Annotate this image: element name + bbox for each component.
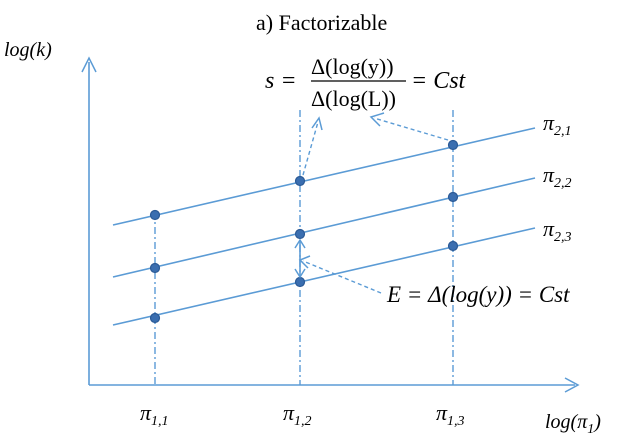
point-pi23-2 — [294, 276, 306, 288]
pointer-slope-to-point — [302, 121, 319, 176]
point-pi23-3 — [447, 240, 459, 252]
slope-formula-numerator: Δ(log(y)) — [311, 54, 394, 79]
x-tick-label-1: π1,1 — [140, 400, 169, 429]
slope-formula: s = Δ(log(y)) Δ(log(L)) = Cst — [265, 54, 467, 111]
slope-formula-lhs: s = — [265, 68, 297, 94]
pointer-e-arrowhead — [298, 255, 311, 269]
series-line-pi21 — [112, 127, 536, 226]
pointer-point-to-formula — [373, 117, 449, 141]
y-axis-arrowhead — [81, 56, 97, 73]
slope-formula-denominator: Δ(log(L)) — [311, 86, 396, 111]
point-pi22-1 — [149, 262, 161, 274]
pointer-e-formula — [302, 260, 382, 294]
point-pi21-1 — [149, 209, 161, 221]
x-axis-arrowhead — [564, 377, 580, 393]
gap-arrowhead-bottom — [294, 268, 306, 279]
elasticity-formula: E = Δ(log(y)) = Cst — [386, 282, 570, 307]
series-line-pi23 — [112, 227, 536, 326]
series-label-pi22: π2,2 — [543, 162, 572, 191]
point-pi22-2 — [294, 228, 306, 240]
point-pi23-1 — [149, 312, 161, 324]
point-pi21-2 — [294, 175, 306, 187]
y-axis-label: log(k) — [4, 39, 52, 61]
slope-formula-rhs: = Cst — [411, 68, 467, 94]
series-label-pi21: π2,1 — [543, 110, 572, 139]
series-label-pi23: π2,3 — [543, 216, 572, 245]
figure-title: a) Factorizable — [256, 10, 387, 35]
pointer-slope-arrowhead — [311, 116, 323, 131]
pointer-formula-arrowhead — [369, 112, 385, 127]
x-tick-label-2: π1,2 — [283, 400, 312, 429]
point-pi21-3 — [447, 139, 459, 151]
gap-arrowhead-top — [294, 238, 306, 249]
x-tick-label-3: π1,3 — [436, 400, 465, 429]
series-line-pi22 — [112, 177, 536, 278]
x-axis-label: log(π1) — [545, 411, 601, 437]
point-pi22-3 — [447, 191, 459, 203]
